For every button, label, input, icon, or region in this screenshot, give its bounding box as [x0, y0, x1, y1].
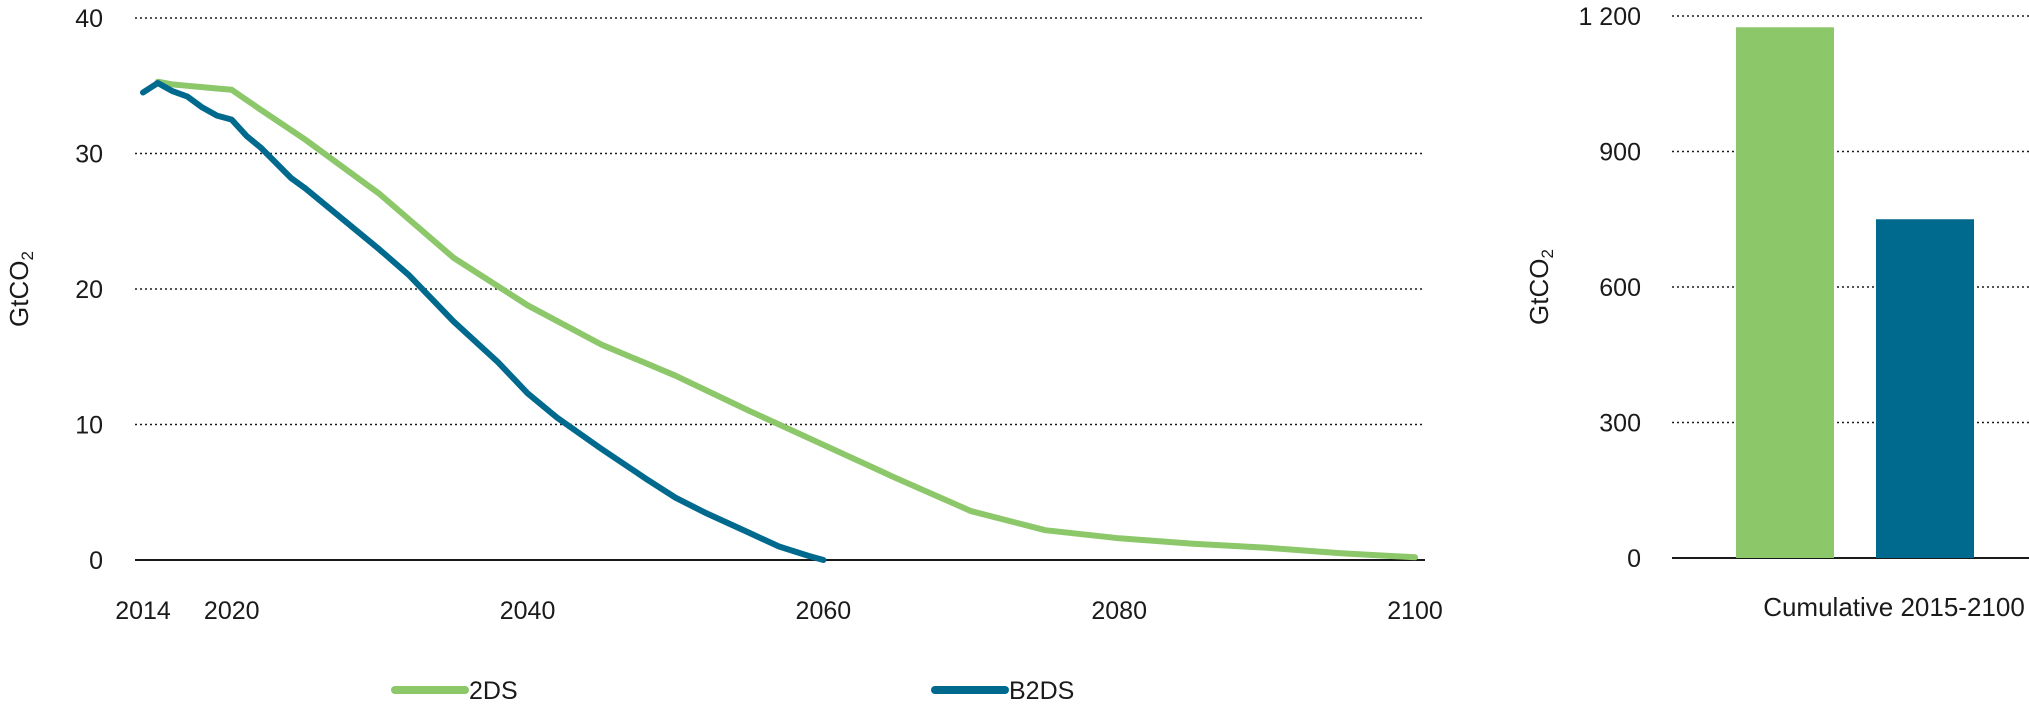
bar-chart-gridlines — [1672, 15, 2029, 424]
bar-chart-y-axis-title: GtCO2 — [1524, 249, 1557, 325]
x-tick-label: 2014 — [115, 597, 171, 625]
bar-2ds — [1736, 27, 1834, 558]
bar-y-axis-title-main: GtCO — [1524, 259, 1554, 325]
series-line-2ds — [154, 78, 1418, 561]
series-line-b2ds — [140, 80, 827, 563]
y-tick-label: 900 — [1599, 139, 1641, 167]
y-tick-label: 10 — [75, 412, 103, 440]
y-tick-label: 20 — [75, 276, 103, 304]
y-tick-label: 1 200 — [1578, 3, 1641, 31]
x-tick-label: 2100 — [1387, 597, 1443, 625]
line-chart-gridlines — [135, 17, 1425, 426]
y-tick-label: 300 — [1599, 410, 1641, 438]
y-tick-label: 40 — [75, 5, 103, 33]
y-tick-label: 0 — [1627, 545, 1641, 573]
bar-chart-y-ticks: 0 300 600 900 1 200 — [1578, 3, 1641, 573]
legend-label-2ds: 2DS — [469, 677, 518, 705]
bar-chart-category-label: Cumulative 2015-2100 — [1763, 592, 2025, 622]
bar-b2ds — [1876, 219, 1974, 558]
y-tick-label: 600 — [1599, 274, 1641, 302]
y-axis-title-main: GtCO — [4, 261, 34, 327]
line-chart-y-axis-title: GtCO2 — [4, 251, 37, 327]
y-axis-title-subscript: 2 — [18, 251, 37, 260]
x-tick-label: 2080 — [1091, 597, 1147, 625]
x-tick-label: 2020 — [204, 597, 260, 625]
y-tick-label: 0 — [89, 547, 103, 575]
x-tick-label: 2060 — [796, 597, 852, 625]
line-chart-y-ticks: 0 10 20 30 40 — [75, 5, 103, 575]
legend: 2DS B2DS — [391, 677, 1074, 705]
bar-chart: 0 300 600 900 1 200 Cumulative 2015-2100 GtC… — [1524, 3, 2029, 622]
line-chart-series — [140, 78, 1418, 563]
bar-chart-bars — [1736, 27, 1974, 558]
y-tick-label: 30 — [75, 141, 103, 169]
legend-label-b2ds: B2DS — [1009, 677, 1074, 705]
line-chart-x-ticks: 2014 2020 2040 2060 2080 2100 — [115, 597, 1443, 625]
bar-y-axis-title-subscript: 2 — [1538, 249, 1557, 258]
x-tick-label: 2040 — [500, 597, 556, 625]
line-chart: 0 10 20 30 40 2014 2020 2040 2060 2080 2100 GtCO2 — [4, 5, 1443, 625]
